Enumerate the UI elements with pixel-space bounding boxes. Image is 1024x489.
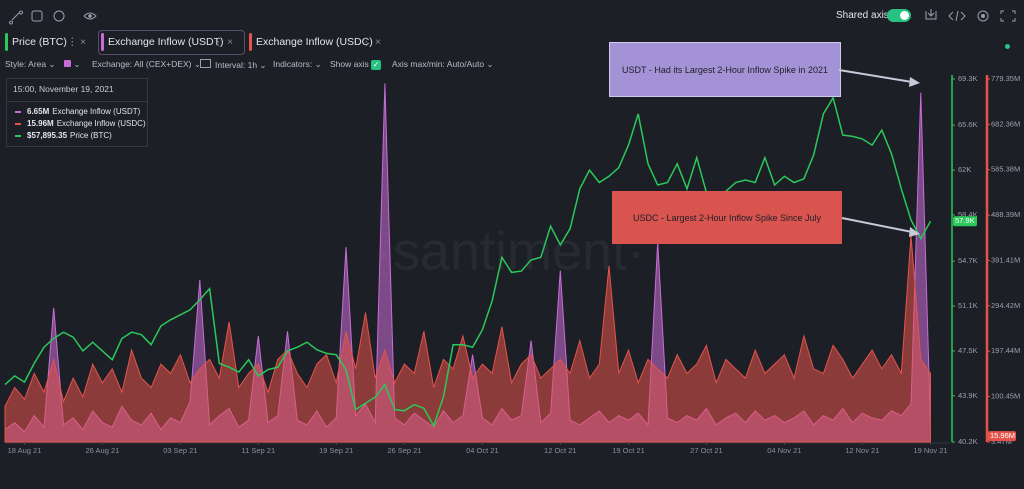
axis-minmax-label: Axis max/min: Auto/Auto [392,59,485,69]
tab-label: Exchange Inflow (USDC) [256,36,373,48]
exchange-label: Exchange: All (CEX+DEX) [92,59,192,69]
tooltip-row: $57,895.35 Price (BTC) [7,130,147,142]
toolbar-actions[interactable] [920,3,1020,29]
x-tick-label: 04 Nov 21 [767,446,801,455]
tooltip-items: 6.65M Exchange Inflow (USDT) 15.96M Exchang… [7,101,147,142]
current-value-label: 15.96M [990,431,1015,440]
y-tick-label: 40.2K [958,437,978,446]
x-tick-label: 26 Sep 21 [387,446,421,455]
show-axis-control[interactable]: Show axis ✓ [330,59,382,70]
tab-active-frame [98,30,245,55]
interval-label: Interval: 1h [215,60,258,70]
exchange-control[interactable]: Exchange: All (CEX+DEX) ⌄ [92,59,201,69]
x-tick-label: 19 Oct 21 [612,446,645,455]
tooltip-swatch [15,122,21,125]
y2-tick-label: 197.44M [991,346,1020,355]
tooltip-series: Price (BTC) [70,131,112,140]
watermark: ·santiment· [375,221,645,281]
toolbar-icons[interactable] [4,3,114,29]
style-control[interactable]: Style: Area ⌄ ⌄ [5,59,81,69]
shared-axis-toggle[interactable] [887,9,911,22]
axis-minmax-control[interactable]: Axis max/min: Auto/Auto ⌄ [392,59,494,69]
tooltip-value: 15.96M [27,119,54,128]
y-tick-label: 69.3K [958,74,978,83]
y-tick-label: 51.1K [958,301,978,310]
live-dot [1005,44,1010,49]
y-tick-label: 47.5K [958,346,978,355]
annotation: USDC - Largest 2-Hour Inflow Spike Since… [612,191,842,244]
y2-tick-label: 3.47M [991,437,1012,446]
tooltip-row: 6.65M Exchange Inflow (USDT) [7,106,147,118]
x-tick-label: 19 Nov 21 [913,446,947,455]
y2-tick-label: 779.35M [991,74,1020,83]
annotation-text: USDC - Largest 2-Hour Inflow Spike Since… [632,212,822,223]
y2-tick-label: 294.42M [991,301,1020,310]
x-tick-label: 19 Sep 21 [319,446,353,455]
annotation: USDT - Had its Largest 2-Hour Inflow Spi… [609,42,841,97]
current-value-badge [953,216,977,227]
shared-axis-label: Shared axis [836,10,889,21]
tooltip-value: $57,895.35 [27,131,68,140]
tooltip-value: 6.65M [27,107,50,116]
x-tick-label: 12 Nov 21 [845,446,879,455]
x-tick-label: 11 Sep 21 [241,446,275,455]
y-tick-label: 58.4K [958,210,978,219]
y-tick-label: 54.7K [958,256,978,265]
tooltip-swatch [15,134,21,137]
tooltip-row: 15.96M Exchange Inflow (USDC) [7,118,147,130]
interval-control[interactable]: Interval: 1h ⌄ [200,59,267,71]
series-layer [4,83,932,443]
tooltip-time: 15:00, November 19, 2021 [13,84,114,94]
y-tick-label: 65.6K [958,120,978,129]
indicators-control[interactable]: Indicators: ⌄ [273,59,322,69]
y2-tick-label: 100.45M [991,392,1020,401]
tab[interactable]: Exchange Inflow (USDC) ⋮ × [249,33,396,51]
y-tick-label: 62K [958,165,971,174]
y2-tick-label: 391.41M [991,255,1020,264]
style-label: Style: Area [5,59,47,69]
tab-label: Exchange Inflow (USDT) [108,36,224,48]
x-tick-label: 27 Oct 21 [690,446,723,455]
annotation-text: USDT - Had its Largest 2-Hour Inflow Spi… [622,64,828,75]
y-tick-label: 43.9K [958,391,978,400]
tooltip-series: Exchange Inflow (USDT) [52,107,141,116]
y2-tick-label: 682.36M [991,119,1020,128]
x-tick-label: 12 Oct 21 [544,446,577,455]
tab-label: Price (BTC) [12,36,67,48]
tooltip-swatch [15,110,21,113]
x-tick-label: 03 Sep 21 [163,446,197,455]
tab[interactable]: Price (BTC) ⋮ × [5,33,94,51]
tooltip: 15:00, November 19, 2021 6.65M Exchange I… [6,78,148,147]
y2-tick-label: 585.38M [991,165,1020,174]
current-value-label: 57.9K [955,216,975,225]
x-tick-label: 04 Oct 21 [466,446,499,455]
show-axis-label: Show axis [330,59,369,69]
price-line [4,95,932,428]
y2-tick-label: 488.39M [991,210,1020,219]
x-tick-label: 26 Aug 21 [86,446,120,455]
x-tick-label: 18 Aug 21 [8,446,42,455]
indicators-label: Indicators: [273,59,313,69]
inflow-area [4,235,931,443]
tab[interactable]: Exchange Inflow (USDT) ⋮ × [101,33,248,51]
tooltip-series: Exchange Inflow (USDC) [56,119,146,128]
current-value-badge [988,431,1016,442]
